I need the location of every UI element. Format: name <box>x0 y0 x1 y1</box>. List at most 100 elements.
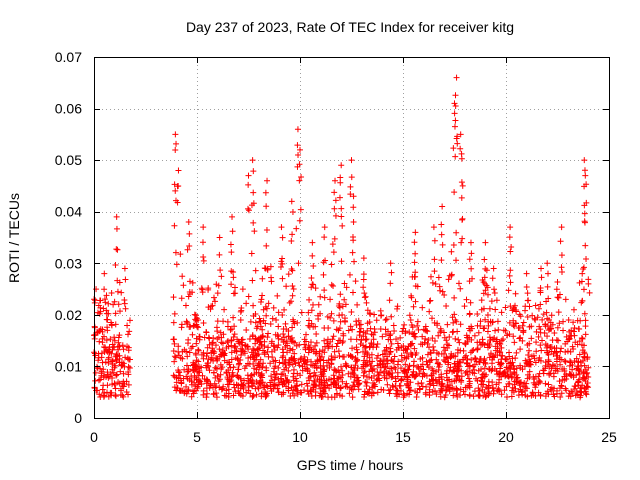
data-point <box>97 393 104 400</box>
data-point <box>283 326 290 333</box>
data-point <box>495 326 502 333</box>
data-point <box>172 249 179 256</box>
data-point <box>225 393 232 400</box>
data-point <box>570 319 577 326</box>
data-point <box>333 391 340 398</box>
data-point <box>542 341 549 348</box>
data-point <box>111 381 118 388</box>
data-point <box>184 387 191 394</box>
data-point <box>264 383 271 390</box>
data-point <box>405 382 412 389</box>
data-point <box>448 248 455 255</box>
data-point <box>332 380 339 387</box>
data-point <box>362 348 369 355</box>
data-point <box>121 300 128 307</box>
data-point <box>241 377 248 384</box>
data-point <box>409 340 416 347</box>
data-point <box>520 327 527 334</box>
data-point <box>450 392 457 399</box>
data-point <box>412 250 419 257</box>
data-point <box>411 358 418 365</box>
data-point <box>463 368 470 375</box>
x-tick-label: 15 <box>395 429 411 445</box>
data-point <box>513 349 520 356</box>
data-point <box>555 337 562 344</box>
data-point <box>406 362 413 369</box>
data-point <box>377 312 384 319</box>
data-point <box>583 199 590 206</box>
x-tick-label: 5 <box>193 429 201 445</box>
data-point <box>581 310 588 317</box>
data-point <box>96 391 103 398</box>
data-point <box>112 310 119 317</box>
data-point <box>217 329 224 336</box>
data-point <box>350 204 357 211</box>
data-point <box>173 261 180 268</box>
data-point <box>214 356 221 363</box>
data-point <box>178 324 185 331</box>
data-point <box>383 358 390 365</box>
data-point <box>223 369 230 376</box>
data-point <box>210 391 217 398</box>
data-point <box>210 369 217 376</box>
data-point <box>466 278 473 285</box>
data-point <box>236 340 243 347</box>
data-point <box>214 373 221 380</box>
data-point <box>361 369 368 376</box>
data-point <box>279 346 286 353</box>
data-point <box>535 357 542 364</box>
data-point <box>446 334 453 341</box>
data-point <box>581 353 588 360</box>
data-point <box>557 348 564 355</box>
data-point <box>210 357 217 364</box>
data-point <box>96 328 103 335</box>
peak-point <box>544 260 551 267</box>
data-point <box>553 286 560 293</box>
data-point <box>432 387 439 394</box>
data-point <box>406 312 413 319</box>
data-point <box>288 238 295 245</box>
data-point <box>184 353 191 360</box>
data-point <box>573 387 580 394</box>
data-point <box>108 289 115 296</box>
data-point <box>233 381 240 388</box>
data-point <box>199 286 206 293</box>
data-point <box>547 319 554 326</box>
data-point <box>321 384 328 391</box>
data-point <box>350 219 357 226</box>
data-point <box>474 339 481 346</box>
data-point <box>177 251 184 258</box>
data-point <box>369 366 376 373</box>
data-point <box>498 391 505 398</box>
data-points <box>91 74 593 401</box>
data-point <box>457 145 464 152</box>
data-point <box>316 382 323 389</box>
data-point <box>344 383 351 390</box>
data-point <box>419 333 426 340</box>
data-point <box>289 324 296 331</box>
data-point <box>415 326 422 333</box>
data-point <box>516 335 523 342</box>
data-point <box>264 265 271 272</box>
data-point <box>313 331 320 338</box>
data-point <box>533 339 540 346</box>
data-point <box>103 292 110 299</box>
data-point <box>171 222 178 229</box>
data-point <box>476 393 483 400</box>
data-point <box>177 377 184 384</box>
data-point <box>387 348 394 355</box>
data-point <box>576 351 583 358</box>
peak-point <box>297 146 303 153</box>
data-point <box>402 328 409 335</box>
data-point <box>458 373 465 380</box>
data-point <box>497 349 504 356</box>
data-point <box>520 383 527 390</box>
data-point <box>524 393 531 400</box>
data-point <box>543 309 550 316</box>
data-point <box>492 327 499 334</box>
data-point <box>259 292 266 299</box>
data-point <box>258 364 265 371</box>
data-point <box>311 362 318 369</box>
data-point <box>221 306 228 313</box>
data-point <box>327 296 334 303</box>
